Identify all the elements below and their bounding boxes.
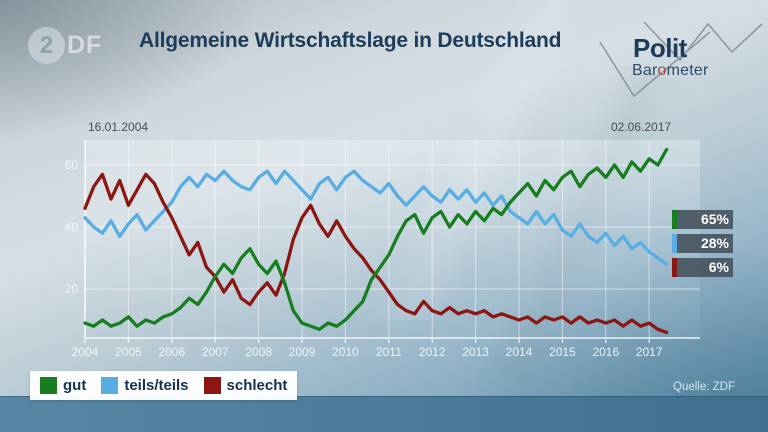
y-tick-label: 60 — [64, 158, 78, 172]
chart-start-date: 16.01.2004 — [88, 120, 149, 134]
value-badge-teils-teils: 28% — [672, 234, 733, 253]
chart-legend: gut teils/teils schlecht — [30, 371, 298, 400]
x-tick-label: 2008 — [245, 345, 272, 359]
x-tick-label: 2016 — [592, 345, 620, 359]
x-tick-label: 2010 — [332, 345, 359, 359]
badge-value: 28% — [677, 234, 733, 253]
polit-logo-text: Polit — [633, 33, 687, 63]
legend-item-gut: gut — [40, 377, 86, 394]
politbarometer-zigzag-icon — [599, 21, 763, 98]
legend-swatch — [101, 377, 119, 394]
current-value-badges: 65% 28% 6% — [672, 210, 733, 282]
x-tick-label: 2014 — [505, 345, 533, 359]
legend-item-schlecht: schlecht — [203, 377, 288, 394]
x-tick-label: 2017 — [635, 345, 663, 359]
x-tick-label: 2015 — [549, 345, 576, 359]
badge-color-bar — [672, 258, 677, 277]
value-badge-schlecht: 6% — [672, 258, 733, 277]
legend-label: gut — [63, 377, 87, 394]
barometer-text-post: meter — [666, 62, 709, 79]
barometer-text-o: o — [657, 62, 667, 79]
legend-label: teils/teils — [124, 377, 189, 394]
politbarometer-logo: Polit Barometer — [592, 12, 768, 98]
badge-color-bar — [672, 234, 677, 253]
barometer-logo-text: Barometer — [632, 62, 709, 80]
x-tick-label: 2012 — [418, 345, 446, 359]
zdf-logo-disc: 2 — [28, 27, 65, 64]
x-tick-label: 2004 — [71, 345, 99, 359]
x-tick-label: 2009 — [288, 345, 316, 359]
legend-swatch — [40, 377, 57, 394]
legend-item-teils-teils: teils/teils — [101, 377, 189, 394]
legend-swatch — [203, 377, 221, 394]
zdf-logo-letters: DF — [67, 31, 103, 59]
x-tick-label: 2005 — [115, 345, 142, 359]
legend-label: schlecht — [226, 377, 288, 394]
y-tick-label: 40 — [64, 220, 78, 234]
badge-color-bar — [672, 210, 677, 229]
page-title: Allgemeine Wirtschaftslage in Deutschlan… — [139, 29, 562, 52]
zdf-logo-icon: 2 DF — [28, 27, 102, 64]
barometer-text-pre: Bar — [632, 62, 658, 79]
footer-band — [0, 396, 768, 432]
x-tick-label: 2013 — [462, 345, 489, 359]
chart-end-date: 02.06.2017 — [611, 120, 672, 134]
x-tick-label: 2011 — [375, 345, 402, 359]
chart-plot-area — [85, 140, 700, 338]
badge-value: 65% — [677, 210, 733, 229]
x-tick-label: 2007 — [201, 345, 229, 359]
value-badge-gut: 65% — [672, 210, 733, 229]
series-line-gut — [83, 147, 669, 331]
badge-value: 6% — [677, 258, 733, 277]
series-line-teils-teils — [83, 169, 669, 266]
source-label: Quelle: ZDF — [673, 381, 735, 393]
x-tick-label: 2006 — [158, 345, 186, 359]
y-tick-label: 20 — [64, 282, 78, 296]
